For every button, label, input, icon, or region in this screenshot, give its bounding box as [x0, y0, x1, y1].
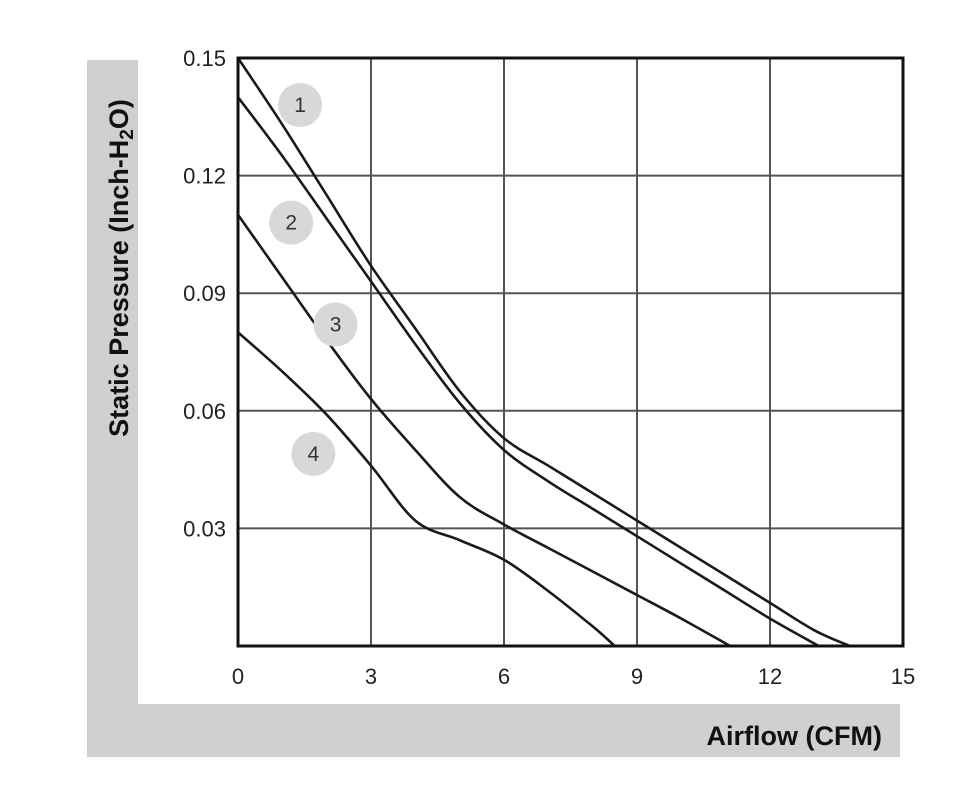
curve-label-badge	[313, 302, 358, 347]
curve-1	[236, 57, 851, 648]
grid-lines	[238, 58, 903, 646]
y-tick-labels: 0.15 0.12 0.09 0.06 0.03	[183, 46, 226, 541]
x-tick-labels: 0 3 6 9 12 15	[232, 664, 915, 689]
y-axis-title: Static Pressure (Inch-H2O)	[104, 99, 138, 437]
y-tick-label: 0.06	[183, 399, 226, 424]
curve-label-2: 2	[269, 200, 314, 245]
curve-label-1: 1	[278, 83, 323, 128]
curve-label-badge	[291, 431, 336, 476]
y-tick-label: 0.09	[183, 281, 226, 306]
x-axis-title: Airflow (CFM)	[707, 721, 882, 751]
curve-label-4: 4	[291, 431, 336, 476]
curve-label-number: 4	[308, 443, 320, 466]
x-tick-label: 15	[891, 664, 915, 689]
x-tick-label: 3	[365, 664, 377, 689]
y-tick-label: 0.12	[183, 164, 226, 189]
curve-2	[236, 96, 820, 648]
curve-number-labels: 1 2 3 4	[269, 83, 358, 476]
curve-4	[237, 331, 616, 647]
curve-label-number: 1	[294, 94, 306, 117]
x-tick-label: 9	[631, 664, 643, 689]
x-tick-label: 6	[498, 664, 510, 689]
plot-frame	[236, 56, 905, 648]
curve-label-number: 3	[330, 314, 342, 337]
x-tick-label: 0	[232, 664, 244, 689]
y-tick-label: 0.15	[183, 46, 226, 71]
curve-label-3: 3	[313, 302, 358, 347]
curves	[236, 57, 851, 648]
curve-label-badge	[278, 83, 323, 128]
x-tick-label: 12	[758, 664, 782, 689]
curve-label-number: 2	[285, 212, 297, 235]
curve-label-badge	[269, 200, 314, 245]
y-tick-label: 0.03	[183, 516, 226, 541]
